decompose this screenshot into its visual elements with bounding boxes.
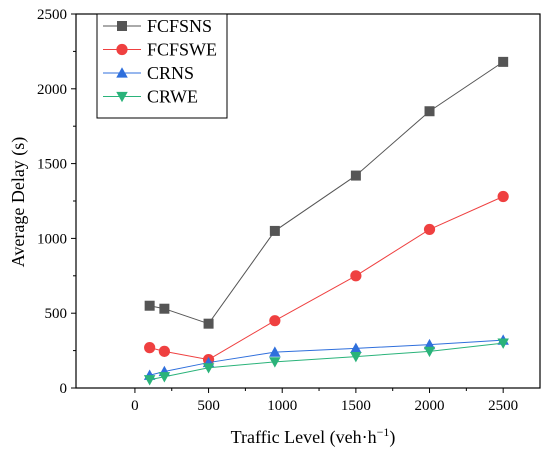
legend-item: CRWE [103,87,198,107]
square-marker [117,21,127,31]
x-tick-label: 1500 [341,398,371,414]
triangle-up-marker [269,346,281,357]
circle-marker [423,223,436,236]
triangle-down-marker [350,351,362,363]
triangle-up-marker [423,338,436,350]
x-tick-label: 1000 [267,398,297,414]
x-tick-label: 500 [197,398,220,414]
x-axis-title-close: ) [389,427,395,448]
square-marker [144,300,155,311]
series-fcfsns [144,56,509,329]
circle-marker [144,342,156,354]
y-tick-label: 1000 [37,231,67,247]
triangle-up-marker [350,342,362,353]
square-marker [350,170,361,181]
circle-marker [497,190,509,203]
triangle-down-marker [269,357,281,368]
legend-item: FCFSWE [103,40,217,60]
square-marker [159,303,170,314]
triangle-down-marker [116,91,128,103]
y-tick-label: 500 [45,306,68,322]
legend-label: CRWE [147,87,198,107]
legend-item: FCFSNS [103,16,212,36]
legend-label: FCFSWE [147,40,217,60]
square-marker [203,318,214,329]
square-marker [424,106,435,117]
x-axis-title-main: Traffic Level (veh·h [231,427,377,448]
x-tick-label: 0 [131,398,139,414]
circle-marker [158,345,170,357]
series-fcfswe [144,190,509,366]
y-tick-label: 2000 [37,82,67,98]
axes: 0 500 1000 1500 2000 2500 0 500 1000 1500 2000 2500 [37,7,541,414]
circle-marker [269,315,281,327]
series-line [149,342,504,381]
circle-marker [350,270,362,282]
series-crns [143,334,509,380]
square-marker [269,225,280,236]
triangle-down-marker [202,363,215,374]
series-line [149,339,504,376]
triangle-down-marker [143,375,156,386]
x-axis-title: Traffic Level (veh·h−1) [231,425,396,448]
triangle-down-marker [497,338,509,349]
triangle-down-marker [158,372,171,383]
legend-item: CRNS [103,63,194,83]
y-tick-label: 0 [60,381,68,397]
triangle-up-marker [116,67,128,78]
legend-box [96,13,228,119]
legend-label: CRNS [147,63,194,83]
y-axis-title: Average Delay (s) [8,137,29,268]
y-tick-label: 2500 [37,7,67,23]
series-crwe [143,338,509,386]
triangle-down-marker [423,346,436,358]
square-marker [498,56,509,67]
legend-label: FCFSNS [147,16,212,36]
x-axis-title-superscript: −1 [377,425,390,439]
x-tick-label: 2500 [488,398,518,414]
series-line [149,196,504,361]
series-layer [143,56,509,386]
circle-marker [116,43,128,56]
y-tick-label: 1500 [37,157,67,173]
x-tick-label: 2000 [415,398,445,414]
legend: FCFSNS FCFSWE CRNS CRWE [96,13,228,119]
